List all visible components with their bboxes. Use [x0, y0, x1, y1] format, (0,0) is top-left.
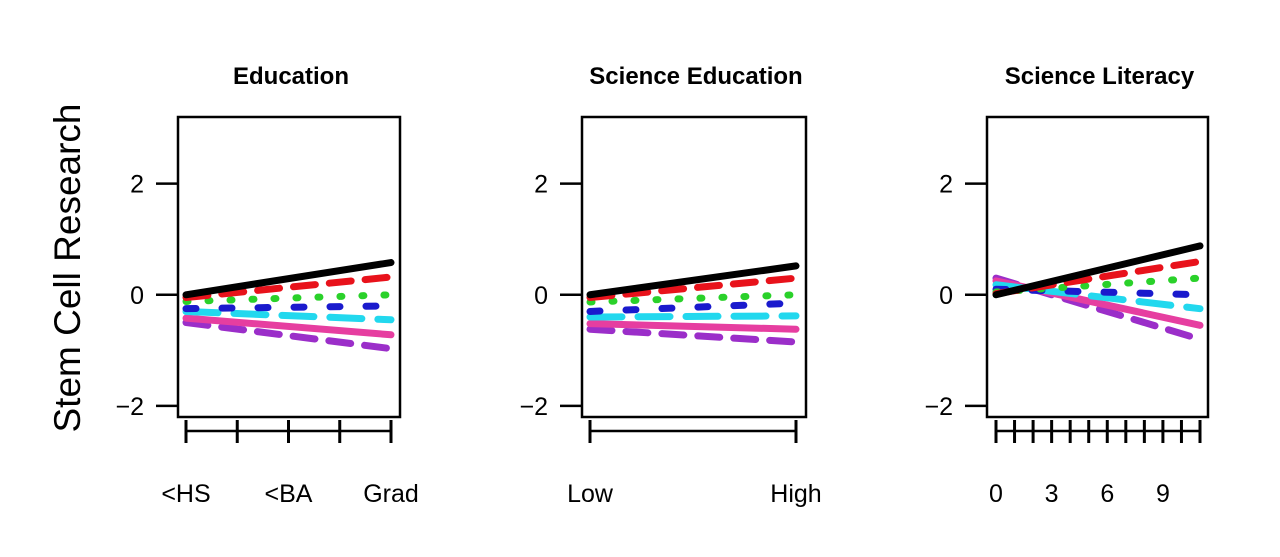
series-line-7 [586, 325, 800, 346]
x-tick-label: 3 [1045, 480, 1059, 508]
panel-frame [985, 115, 1210, 419]
x-tick-label: 6 [1100, 480, 1114, 508]
series-line-1 [182, 259, 395, 299]
x-tick-label: Low [567, 480, 614, 508]
panel-frame [176, 115, 402, 419]
series-line-5 [182, 307, 395, 324]
y-tick-label: 2 [130, 171, 144, 199]
series-line-4 [182, 302, 395, 313]
series-line-1 [586, 262, 800, 299]
series-line-7 [182, 319, 395, 353]
panel-title: Education [233, 63, 349, 90]
series-line-6 [586, 320, 800, 333]
series-line-3 [182, 291, 395, 305]
series-line-2 [182, 273, 395, 302]
series-line-1 [992, 242, 1204, 299]
x-tick-label: 0 [989, 480, 1003, 508]
x-tick-label: Grad [363, 480, 419, 508]
series-line-4 [586, 299, 800, 315]
y-tick-label: −2 [115, 393, 144, 421]
panel-title: Science Education [589, 63, 802, 90]
x-tick-label: High [770, 480, 821, 508]
series-line-2 [586, 274, 800, 302]
x-tick-label: <BA [265, 480, 313, 508]
y-tick-label: 0 [130, 282, 144, 310]
panel-title: Science Literacy [1005, 63, 1195, 90]
series-line-6 [182, 314, 395, 339]
y-tick-label: −2 [519, 393, 548, 421]
y-tick-label: 0 [534, 282, 548, 310]
series-line-3 [586, 291, 800, 306]
panel-frame [580, 115, 808, 419]
x-tick-label: 9 [1156, 480, 1170, 508]
series-line-5 [586, 312, 800, 321]
y-tick-label: −2 [924, 393, 953, 421]
y-tick-label: 0 [939, 282, 953, 310]
y-tick-label: 2 [534, 171, 548, 199]
y-tick-label: 2 [939, 171, 953, 199]
x-tick-label: <HS [161, 480, 210, 508]
